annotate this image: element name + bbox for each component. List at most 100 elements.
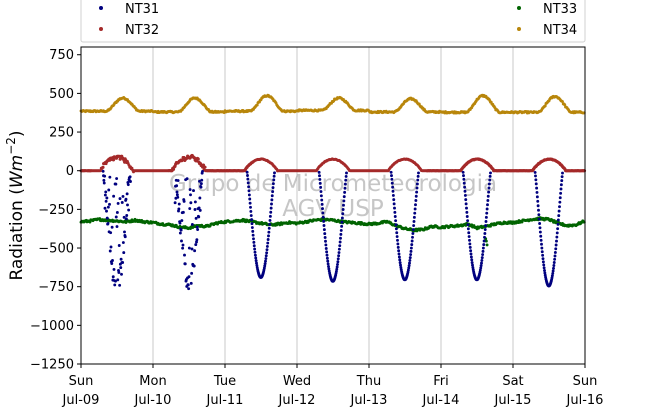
NT31-point xyxy=(190,271,194,275)
NT31-point xyxy=(319,185,323,189)
y-tick-label: −250 xyxy=(38,203,74,218)
legend-label-nt31: NT31 xyxy=(125,2,159,17)
NT31-point xyxy=(253,250,257,254)
NT31-point xyxy=(480,258,484,262)
NT31-point xyxy=(187,246,191,250)
NT31-point xyxy=(468,245,472,249)
NT31-point xyxy=(121,194,125,198)
y-tick-label: −750 xyxy=(38,280,74,295)
NT31-point xyxy=(321,211,325,215)
NT31-point xyxy=(541,253,545,257)
NT31-point xyxy=(486,203,489,207)
NT31-point xyxy=(555,235,559,239)
NT31-point xyxy=(469,255,473,259)
NT31-point xyxy=(540,246,544,250)
NT31-point xyxy=(540,242,543,246)
y-tick-label: 0 xyxy=(66,164,74,179)
NT31-point xyxy=(485,211,489,215)
NT31-point xyxy=(467,235,471,238)
NT31-point xyxy=(469,249,473,253)
NT33-point xyxy=(484,239,488,243)
NT31-point xyxy=(557,214,561,218)
x-tick-label-date: Jul-13 xyxy=(350,393,388,408)
legend-label-nt34: NT34 xyxy=(543,23,577,38)
NT31-point xyxy=(390,177,394,181)
NT31-point xyxy=(534,182,538,186)
NT31-point xyxy=(102,178,106,182)
x-tick-label-day: Sat xyxy=(502,374,523,389)
NT31-point xyxy=(465,215,469,218)
data-points-layer xyxy=(79,93,587,291)
legend-label-nt33: NT33 xyxy=(543,2,577,17)
NT31-point xyxy=(396,238,399,242)
x-tick-label-date: Jul-16 xyxy=(566,393,604,408)
NT31-point xyxy=(390,174,393,178)
NT31-point xyxy=(487,190,491,194)
NT31-point xyxy=(264,257,268,260)
NT31-point xyxy=(189,193,192,197)
plot-frame xyxy=(80,46,586,365)
NT31-point xyxy=(103,193,107,197)
NT31-point xyxy=(551,271,555,275)
NT31-point xyxy=(480,256,484,260)
NT31-point xyxy=(197,215,201,219)
NT31-point xyxy=(195,238,199,242)
NT31-point xyxy=(462,177,466,181)
NT31-point xyxy=(397,249,401,253)
NT31-point xyxy=(339,228,343,232)
NT31-point xyxy=(483,235,486,239)
NT31-point xyxy=(461,170,465,174)
NT31-point xyxy=(108,202,111,206)
x-tick-label-day: Thu xyxy=(356,374,381,389)
NT31-point xyxy=(272,174,276,178)
NT31-point xyxy=(395,231,399,235)
NT31-point xyxy=(471,266,475,269)
legend-box xyxy=(80,0,586,43)
NT32-point xyxy=(112,158,116,162)
NT31-point xyxy=(180,219,184,223)
NT31-point xyxy=(486,199,490,202)
grid-layer xyxy=(152,47,514,364)
NT31-point xyxy=(200,178,204,182)
NT31-point xyxy=(415,190,419,194)
NT31-point xyxy=(465,206,468,210)
NT31-point xyxy=(115,211,119,214)
NT31-point xyxy=(118,283,122,287)
NT31-point xyxy=(327,265,330,268)
NT31-point xyxy=(319,194,323,198)
NT31-point xyxy=(263,264,267,268)
NT31-point xyxy=(336,262,339,266)
NT31-point xyxy=(391,189,395,193)
x-tick-label-date: Jul-12 xyxy=(278,393,316,408)
NT31-point xyxy=(251,233,255,237)
NT31-point xyxy=(194,216,198,220)
NT31-point xyxy=(116,278,120,282)
NT31-point xyxy=(538,226,542,230)
NT31-point xyxy=(247,185,251,189)
NT31-point xyxy=(391,185,395,189)
NT31-point xyxy=(462,174,465,178)
NT31-point xyxy=(177,207,181,211)
NT31-point xyxy=(342,199,346,203)
NT31-point xyxy=(175,184,179,188)
NT31-point xyxy=(415,186,419,190)
NT31-point xyxy=(252,240,256,244)
NT31-point xyxy=(265,248,269,252)
NT31-point xyxy=(187,287,191,291)
NT31-point xyxy=(125,192,129,196)
NT31-point xyxy=(552,266,555,270)
NT31-point xyxy=(264,254,268,258)
NT31-point xyxy=(534,174,537,178)
NT32-point xyxy=(196,157,200,161)
NT31-point xyxy=(178,231,182,235)
NT31-point xyxy=(114,215,118,219)
x-tick-label-date: Jul-15 xyxy=(494,393,532,408)
NT31-point xyxy=(246,177,250,181)
NT31-point xyxy=(176,195,180,199)
NT31-point xyxy=(181,246,185,250)
NT31-point xyxy=(109,245,113,249)
NT34-point xyxy=(561,100,564,103)
NT31-point xyxy=(252,237,255,241)
NT31-point xyxy=(189,201,193,205)
NT31-point xyxy=(337,251,341,254)
